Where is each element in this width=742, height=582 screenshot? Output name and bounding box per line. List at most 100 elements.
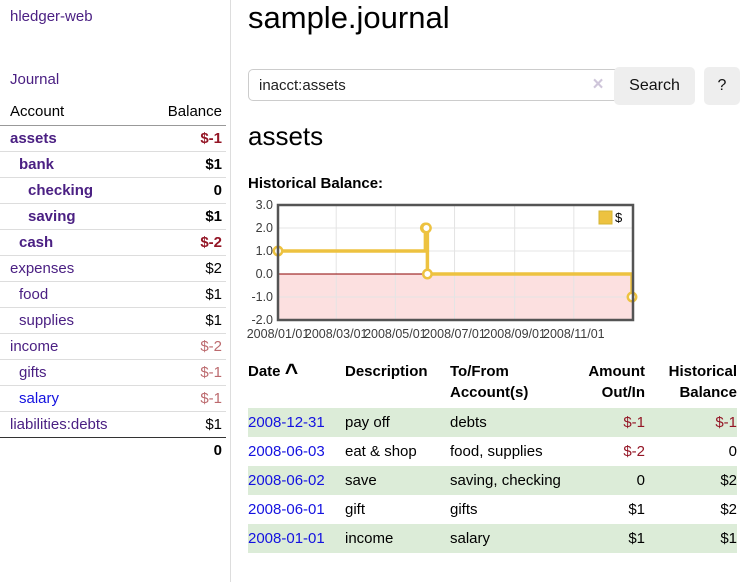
transaction-amount: 0 [636, 472, 645, 489]
y-tick-label: 1.0 [256, 244, 273, 258]
account-link[interactable]: expenses [10, 260, 75, 277]
account-balance: $1 [139, 411, 226, 438]
account-link[interactable]: salary [19, 390, 60, 407]
transaction-description: gift [345, 501, 366, 518]
register-col-description: Description [345, 363, 428, 380]
accounts-total-row: 0 [0, 437, 226, 463]
transaction-accounts: gifts [450, 501, 478, 518]
accounts-table: Account Balance assets $-1 bank $1 checking 0… [0, 101, 226, 463]
transaction-row: 2008-06-01 gift gifts $1 $2 [248, 495, 737, 524]
search-button[interactable]: Search [614, 67, 695, 105]
sort-ascending-icon: ^ [284, 359, 299, 385]
help-button[interactable]: ? [704, 67, 740, 105]
transaction-description: save [345, 472, 377, 489]
legend-label: $ [615, 210, 623, 225]
account-link[interactable]: gifts [19, 364, 47, 381]
account-link[interactable]: assets [10, 130, 57, 147]
transaction-row: 2008-06-02 save saving, checking 0 $2 [248, 466, 737, 495]
accounts-col-account: Account [0, 101, 140, 126]
transaction-accounts: salary [450, 530, 491, 547]
transaction-accounts: debts [450, 414, 487, 431]
register-col-amount-out-in: Amount Out/In [588, 363, 645, 401]
account-row: income $-2 [0, 333, 226, 360]
sidebar-item-journal[interactable]: Journal [10, 71, 60, 88]
transaction-amount: $-2 [623, 443, 645, 460]
transaction-date-link[interactable]: 2008-01-01 [248, 530, 325, 547]
y-tick-label: 0.0 [256, 267, 273, 281]
transaction-balance: $2 [720, 501, 737, 518]
data-point [420, 222, 432, 234]
account-row: gifts $-1 [0, 359, 226, 386]
y-tick-label: 3.0 [256, 200, 273, 212]
account-balance: $-1 [139, 359, 226, 386]
transaction-row: 2008-06-03 eat & shop food, supplies $-2 0 [248, 437, 737, 466]
chart-svg: 3.0 2.0 1.0 0.0 -1.0 -2.02008/01/012008/03/01… [247, 198, 638, 341]
sidebar: hledger-web Journal Account Balance asse… [0, 0, 231, 582]
transaction-description: pay off [345, 414, 390, 431]
account-row: expenses $2 [0, 255, 226, 282]
account-row: assets $-1 [0, 126, 226, 152]
account-balance: $1 [139, 307, 226, 334]
transaction-accounts: saving, checking [450, 472, 561, 489]
register-col-historical-balance: Historical Balance [668, 363, 737, 401]
transaction-date-link[interactable]: 2008-06-03 [248, 443, 325, 460]
account-link[interactable]: saving [28, 208, 76, 225]
transaction-date-link[interactable]: 2008-06-02 [248, 472, 325, 489]
clear-search-icon[interactable]: × [592, 74, 604, 95]
account-link[interactable]: checking [28, 182, 94, 199]
historical-balance-chart: 3.0 2.0 1.0 0.0 -1.0 -2.0 2008/01/01 2008/03/01… [245, 198, 742, 350]
account-balance: $-2 [139, 333, 226, 360]
account-balance: $-1 [200, 130, 222, 147]
account-balance: $1 [139, 281, 226, 308]
account-row: saving $1 [0, 203, 226, 230]
account-row: cash $-2 [0, 229, 226, 256]
transaction-description: income [345, 530, 394, 547]
register-col-date[interactable]: Date ^ [248, 359, 299, 385]
app-title-link[interactable]: hledger-web [10, 8, 93, 25]
account-row: salary $-1 [0, 385, 226, 412]
x-tick-label: 2008/07/01 [423, 327, 486, 341]
account-heading: assets [248, 121, 324, 151]
transaction-description: eat & shop [345, 443, 417, 460]
account-balance: $-1 [139, 385, 226, 412]
transaction-balance: $2 [720, 472, 737, 489]
account-balance: $2 [139, 255, 226, 282]
x-tick-label: 2008/03/01 [305, 327, 368, 341]
x-tick-label: 2008/11/01 [543, 327, 605, 341]
transaction-amount: $1 [628, 530, 645, 547]
account-balance: $1 [139, 151, 226, 178]
page-title: sample.journal [248, 0, 450, 35]
transaction-row: 2008-01-01 income salary $1 $1 [248, 524, 737, 553]
chart-heading: Historical Balance: [248, 175, 384, 192]
y-tick-label: 2.0 [256, 221, 273, 235]
account-row: checking 0 [0, 177, 226, 204]
account-balance: 0 [139, 177, 226, 204]
y-tick-label: -1.0 [251, 290, 273, 304]
register-col-to-from-account-s-: To/From Account(s) [450, 363, 529, 401]
transaction-balance: $1 [720, 530, 737, 547]
x-tick-label: 2008/01/01 [247, 327, 310, 341]
y-tick-label: -2.0 [251, 313, 273, 327]
transaction-row: 2008-12-31 pay off debts $-1 $-1 [248, 408, 737, 437]
account-link[interactable]: supplies [19, 312, 75, 329]
transaction-date-link[interactable]: 2008-06-01 [248, 501, 325, 518]
plot-border [276, 203, 635, 322]
register-table: Date ^ Description To/From Account(s) Amoun… [248, 358, 737, 553]
search-input[interactable] [248, 69, 632, 101]
account-link[interactable]: bank [19, 156, 55, 173]
legend-swatch [598, 210, 613, 225]
account-link[interactable]: income [10, 338, 59, 355]
account-balance: $1 [139, 203, 226, 230]
transaction-date-link[interactable]: 2008-12-31 [248, 414, 325, 431]
transaction-accounts: food, supplies [450, 443, 543, 460]
x-tick-label: 2008/05/01 [364, 327, 427, 341]
transaction-balance: $-1 [715, 414, 737, 431]
account-link[interactable]: cash [19, 234, 54, 251]
transaction-amount: $-1 [623, 414, 645, 431]
account-balance: $-2 [139, 229, 226, 256]
account-link[interactable]: food [19, 286, 49, 303]
data-point [421, 268, 433, 280]
x-tick-label: 2008/09/01 [483, 327, 546, 341]
account-link[interactable]: liabilities:debts [10, 416, 108, 433]
